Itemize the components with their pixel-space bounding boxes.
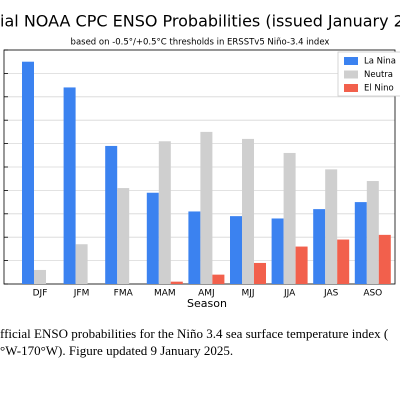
bar [170, 281, 183, 284]
legend-label: El Nino [364, 84, 394, 94]
bar [283, 152, 296, 284]
x-tick-label: JAS [323, 289, 339, 299]
bar [366, 181, 379, 284]
caption-line: °W-170°W). Figure updated 9 January 2025… [0, 343, 233, 358]
x-tick-label: DJF [33, 289, 48, 299]
bar [242, 138, 254, 284]
x-axis-label: Season [187, 297, 227, 310]
bar [200, 131, 213, 284]
bar [75, 244, 88, 284]
bar [230, 216, 242, 284]
bar [105, 145, 118, 284]
caption-line: fficial ENSO probabilities for the Niño … [0, 326, 388, 341]
bar [378, 234, 391, 284]
bar [313, 209, 326, 284]
bar [254, 262, 266, 284]
bar [271, 218, 284, 284]
legend-label: La Nina [364, 57, 396, 67]
bar [212, 274, 225, 284]
legend-label: Neutra [364, 70, 393, 80]
chart-subtitle: based on -0.5°/+0.5°C thresholds in ERSS… [71, 38, 330, 48]
x-tick-label: MJJ [241, 289, 254, 299]
bar [34, 269, 46, 284]
x-tick-label: FMA [114, 289, 134, 299]
bar [22, 61, 34, 285]
bar [188, 211, 201, 284]
x-tick-label: JFM [73, 289, 90, 299]
bar [63, 87, 76, 284]
legend-swatch [344, 70, 358, 79]
x-tick-label: ASO [363, 289, 382, 299]
x-tick-label: AMJ [198, 289, 215, 299]
bar [117, 188, 130, 284]
legend-swatch [344, 57, 358, 65]
bar [158, 141, 171, 284]
bar [146, 192, 159, 284]
x-tick-label: MAM [154, 289, 176, 299]
chart-title: fficial NOAA CPC ENSO Probabilities (iss… [0, 12, 400, 31]
legend-swatch [344, 84, 358, 92]
bar [325, 169, 338, 284]
bar [354, 202, 367, 284]
bar [337, 239, 350, 284]
x-tick-label: JJA [283, 289, 296, 299]
bar [295, 246, 308, 284]
